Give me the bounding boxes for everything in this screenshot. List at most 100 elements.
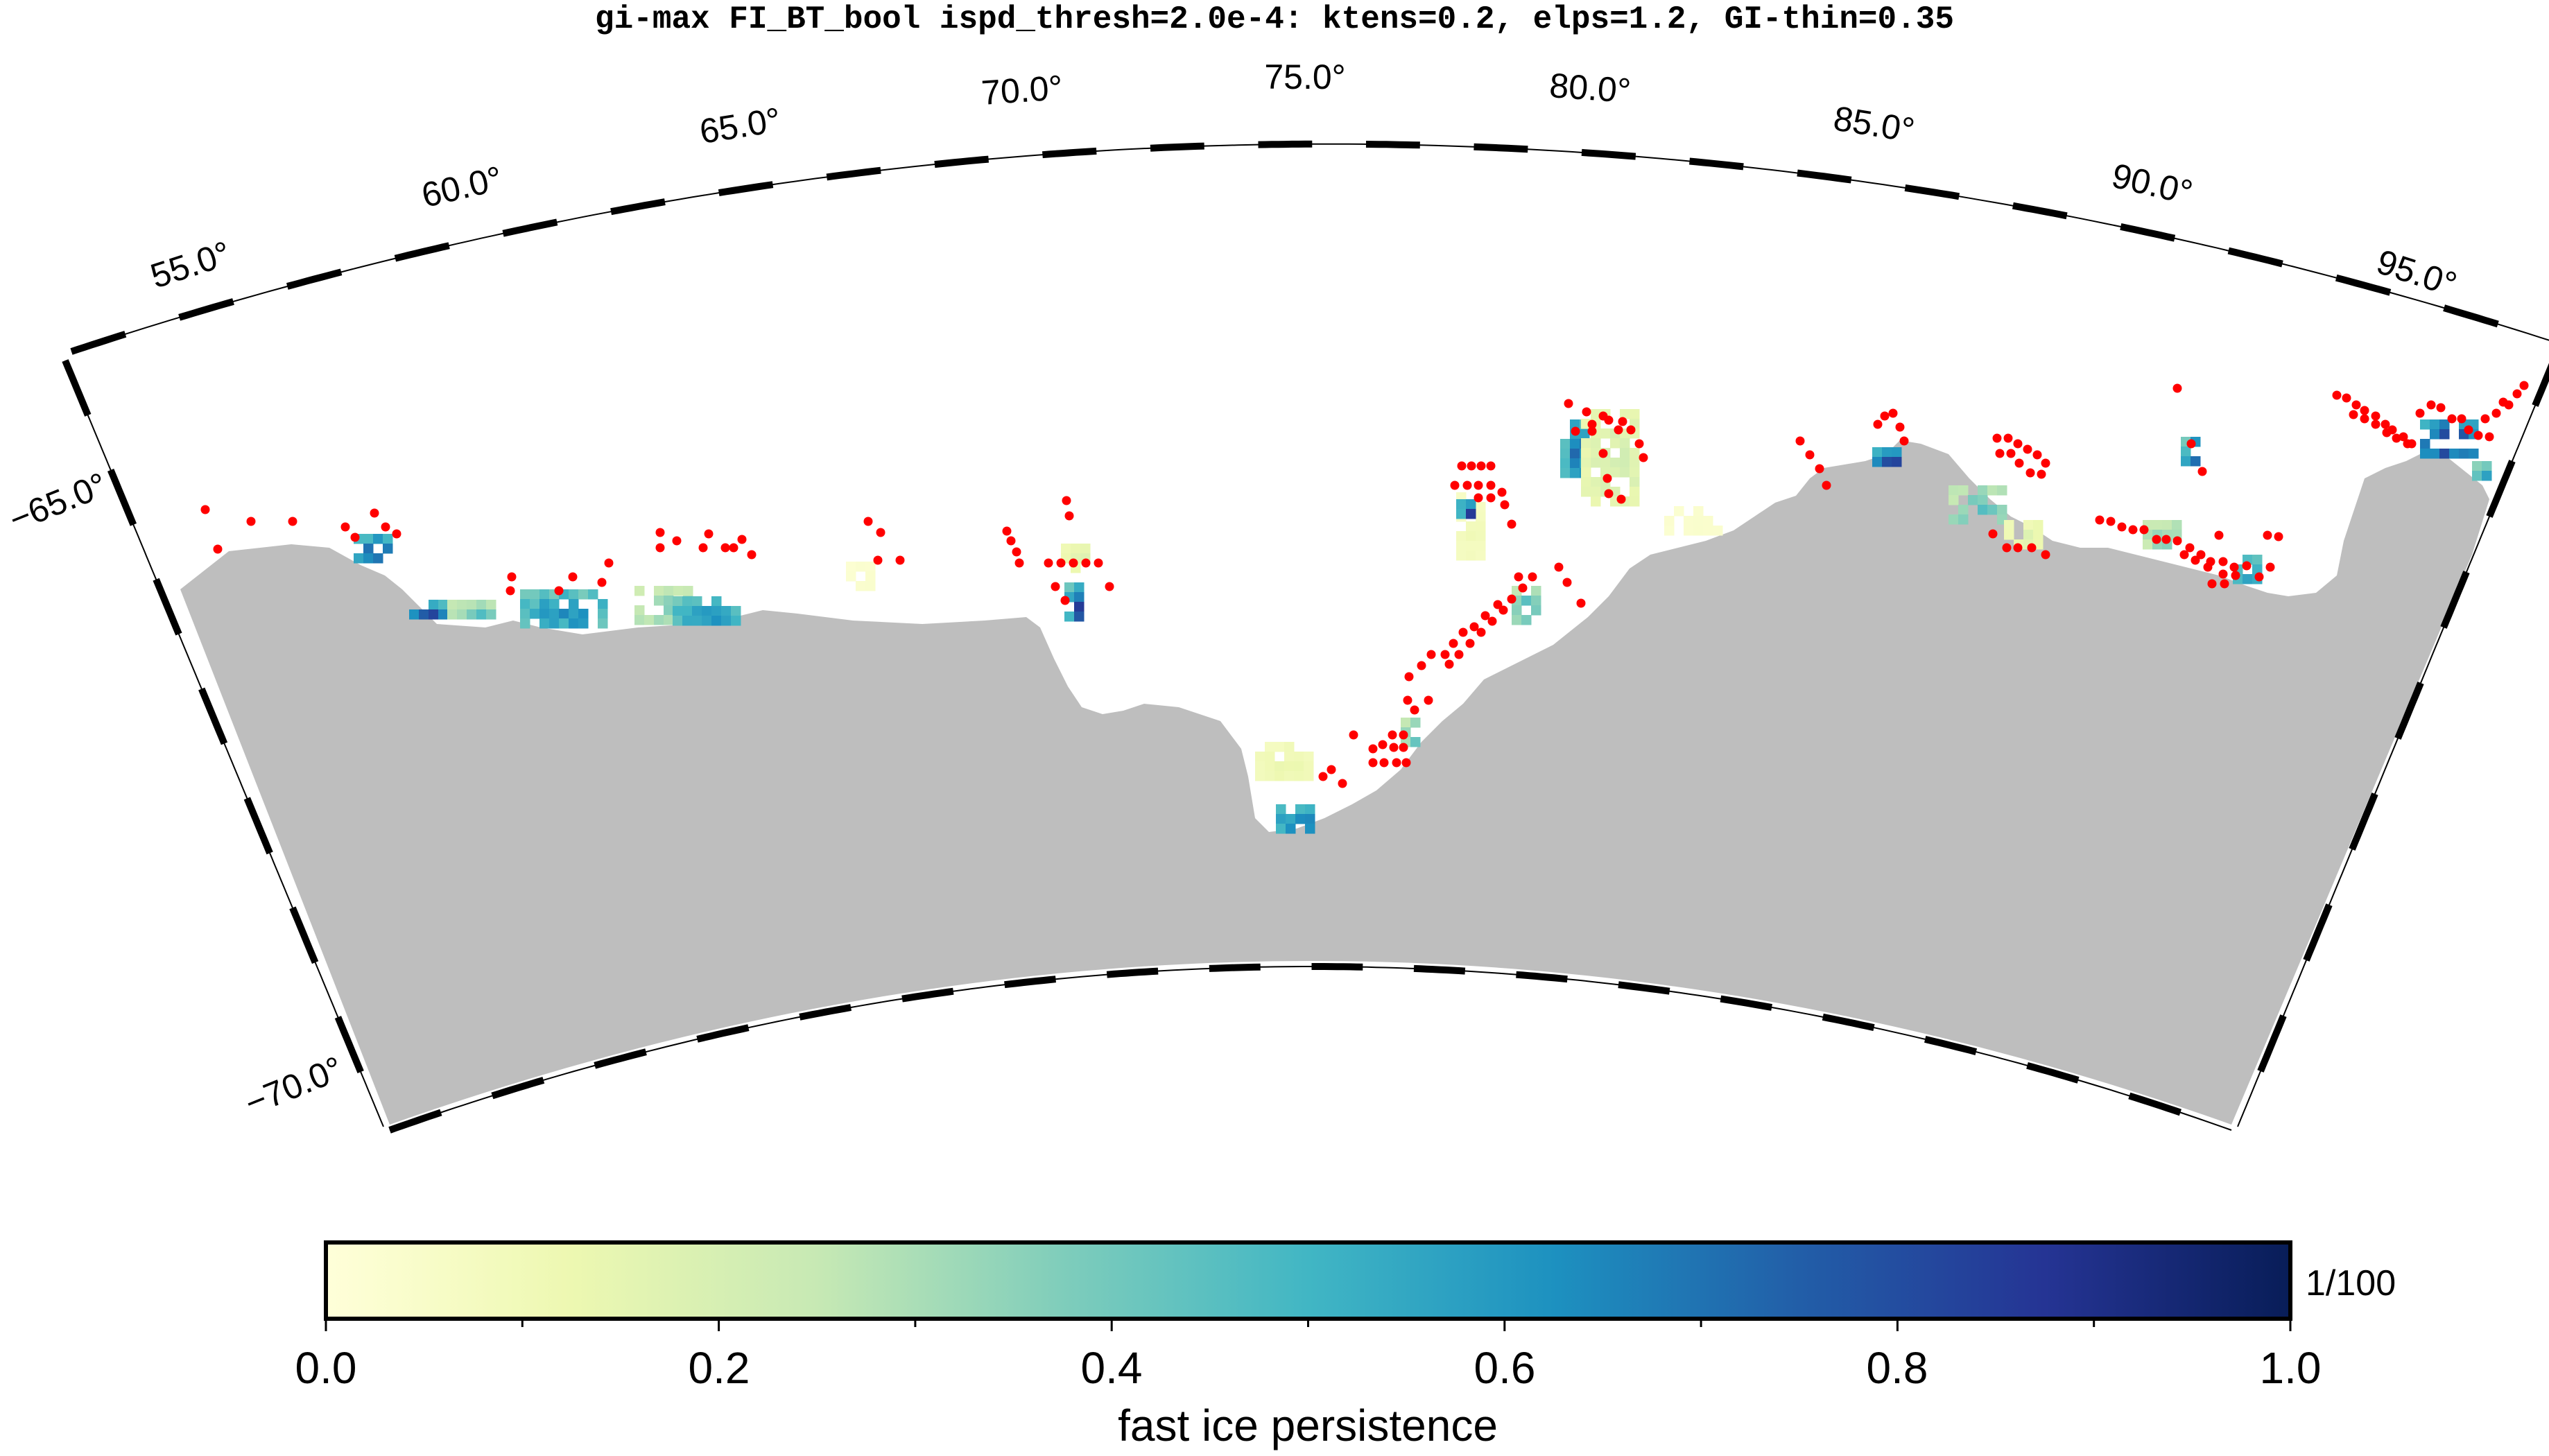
fast-ice-cell [1581,438,1591,449]
grounded-iceberg-marker [1094,558,1103,568]
grounded-iceberg-marker [2415,408,2425,418]
fast-ice-cell [569,609,579,619]
grounded-iceberg-marker [1014,558,1024,568]
fast-ice-cell [721,616,732,626]
frame-dash [2012,202,2068,220]
grounded-iceberg-marker [747,550,757,560]
fast-ice-cell [2430,429,2440,440]
grounded-iceberg-marker [1587,419,1597,429]
grounded-iceberg-marker [2172,536,2182,546]
fast-ice-cell [2449,449,2460,459]
fast-ice-cell [1997,485,2007,496]
grounded-iceberg-marker [1403,695,1412,705]
fast-ice-cell [520,609,530,619]
fast-ice-cell [673,596,683,607]
grounded-iceberg-marker [1474,480,1483,490]
grounded-iceberg-marker [1399,730,1408,740]
frame-dash [243,797,273,855]
fast-ice-cell [539,609,550,619]
fast-ice-cell [856,562,866,572]
fast-ice-cell [2004,530,2014,540]
grounded-iceberg-marker [2152,535,2161,544]
fast-ice-cell [1892,457,1902,467]
grounded-iceberg-marker [2025,468,2035,478]
fast-ice-cell [598,599,608,609]
fast-ice-cell [1610,458,1621,468]
fast-ice-cell [1630,496,1640,507]
grounded-iceberg-marker [2172,383,2182,393]
fast-ice-cell [363,553,374,564]
fast-ice-cell [373,553,383,564]
fast-ice-cell [1466,551,1476,561]
lon-label: 55.0° [146,234,235,296]
frame-dash [2257,1014,2287,1073]
grounded-iceberg-marker [2186,439,2196,449]
grounded-iceberg-marker [672,536,682,546]
grounded-iceberg-marker [1880,411,1890,421]
fast-ice-cell [1570,468,1580,478]
grounded-iceberg-marker [1368,744,1378,754]
frame-dash [2532,363,2549,407]
fast-ice-cell [1610,467,1621,478]
grounded-iceberg-marker [2006,449,2016,458]
frame-dash [1150,142,1204,152]
frame-dash [1618,981,1670,995]
fast-ice-cell [549,618,560,629]
grounded-iceberg-marker [1486,480,1496,490]
grounded-iceberg-marker [2382,428,2392,437]
fast-ice-cell [1968,495,1978,505]
grounded-iceberg-marker [1327,765,1336,774]
fast-ice-cell [1591,487,1601,497]
fast-ice-cell [1466,521,1476,532]
fast-ice-cell [1581,448,1591,458]
fast-ice-cell [683,586,693,596]
grounded-iceberg-marker [2139,525,2149,535]
fast-ice-cell [865,581,876,591]
grounded-iceberg-marker [1995,449,2005,458]
grounded-iceberg-marker [2436,403,2446,413]
fast-ice-cell [682,616,693,626]
fast-ice-cell [373,534,383,544]
grounded-iceberg-marker [370,508,379,518]
frame-dash [2394,682,2424,740]
frame-dash [1720,995,1772,1011]
fast-ice-cell [1456,509,1467,519]
grounded-iceberg-marker [1618,417,1627,426]
fast-ice-cell [419,609,429,620]
frame-dash [1209,963,1261,972]
fast-ice-cell [673,616,683,626]
grounded-iceberg-marker [2491,408,2501,418]
fast-ice-cell [1410,718,1421,728]
fast-ice-cell [559,618,569,629]
grounded-iceberg-marker [2480,414,2490,424]
fast-ice-cell [2191,456,2201,467]
grounded-iceberg-marker [2032,450,2042,460]
fast-ice-cell [1274,742,1285,752]
grounded-iceberg-marker [1639,453,1648,462]
fast-ice-cell [1265,742,1275,752]
frame-dash [2026,1061,2080,1084]
frame-dash [153,578,182,636]
grounded-iceberg-marker [1815,464,1824,474]
fast-ice-cell [530,589,540,600]
grounded-iceberg-marker [246,517,256,526]
fast-ice-cell [2252,555,2263,565]
fast-ice-cell [634,586,645,596]
fast-ice-cell [1305,804,1315,815]
fast-ice-cell [1274,771,1285,781]
grounded-iceberg-marker [2447,414,2457,424]
grounded-iceberg-marker [1450,480,1460,490]
fast-ice-cell [598,609,608,619]
fast-ice-cell [731,606,741,616]
lon-label: 85.0° [1831,98,1917,150]
frame-dash [1689,157,1744,171]
fast-ice-cell [1304,771,1314,781]
map-frame [62,140,2549,1134]
grounded-iceberg-marker [655,543,665,553]
fast-ice-cell [1581,467,1591,478]
grounded-iceberg-marker [2128,525,2138,535]
map-panel: 55.0° 60.0° 65.0° 70.0° 75.0° 80.0° 85.0… [3,58,2549,1134]
fast-ice-cell [1997,505,2007,515]
fast-ice-cell [1531,596,1541,606]
lat-label: −65.0° [3,465,112,539]
